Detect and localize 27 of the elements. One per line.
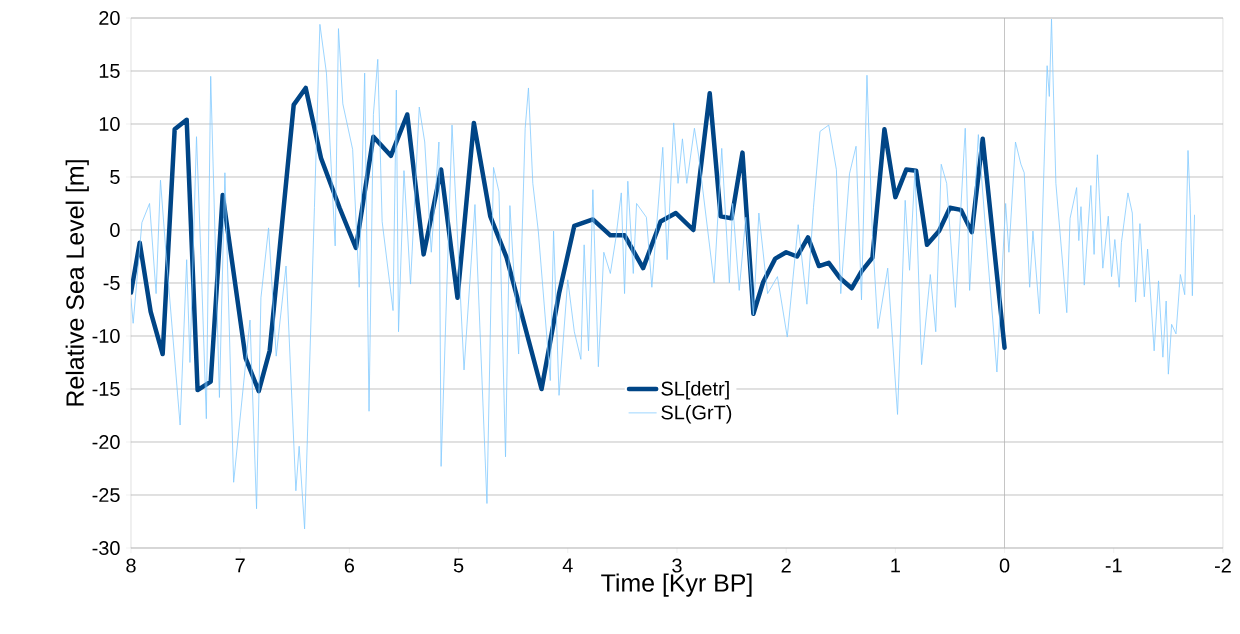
y-tick-label: 20: [99, 10, 120, 26]
y-tick-label: 0: [110, 222, 120, 238]
x-tick-label: 2: [781, 558, 791, 573]
x-tick-label: 7: [235, 558, 245, 573]
x-tick-label: 4: [562, 558, 573, 573]
x-tick-label: 0: [999, 558, 1010, 573]
y-tick-label: -30: [92, 540, 120, 556]
legend-label: SL[detr]: [661, 381, 729, 400]
x-tick-label: 6: [344, 558, 355, 573]
x-tick-label: 8: [126, 558, 136, 573]
x-tick-label: -2: [1214, 558, 1231, 573]
y-tick-label: 10: [99, 116, 120, 132]
y-tick-label: -20: [92, 434, 120, 450]
y-tick-label: 5: [110, 170, 120, 184]
x-tick-label: 1: [891, 558, 900, 573]
y-tick-label: 15: [99, 64, 120, 78]
y-tick-label: -15: [92, 382, 120, 396]
x-tick-label: 5: [453, 558, 464, 573]
y-tick-label: -25: [92, 487, 120, 503]
x-tick-label: -1: [1105, 558, 1122, 573]
line-series: [130, 18, 1195, 530]
y-tick-label: -5: [103, 276, 120, 290]
y-axis-title: Relative Sea Level [m]: [65, 160, 89, 406]
y-tick-label: -10: [92, 328, 120, 344]
x-tick-label: 3: [672, 558, 682, 573]
x-axis-title: Time [Kyr BP]: [601, 573, 752, 597]
legend-label: SL(GrT): [661, 404, 732, 424]
